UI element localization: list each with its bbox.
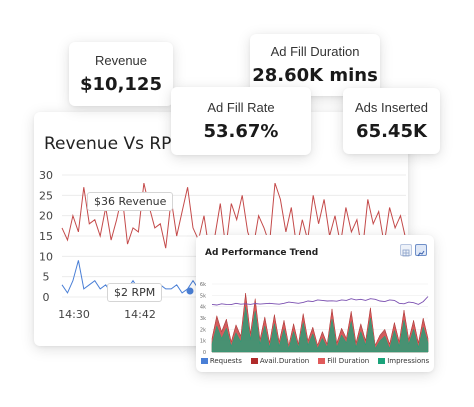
ad-fill-duration-kpi-label: Ad Fill Duration (270, 44, 360, 59)
legend-item[interactable]: Impressions (378, 357, 429, 365)
y-tick-label: 15 (39, 230, 53, 243)
ad-fill-duration-kpi-card: Ad Fill Duration 28.60K mins (250, 34, 380, 96)
y-tick-label: 20 (39, 210, 53, 223)
legend-label: Impressions (387, 357, 430, 365)
revenue-tooltip-label: Revenue (118, 195, 167, 208)
table-icon (402, 249, 410, 257)
legend-item[interactable]: Avail.Duration (250, 357, 310, 365)
chart-title: Revenue Vs RPM (44, 134, 187, 154)
ad-fill-rate-kpi-card: Ad Fill Rate 53.67% (171, 87, 311, 155)
trend-y-tick-label: 4k (200, 305, 206, 311)
trend-y-tick-label: 3k (200, 316, 206, 322)
trend-y-tick-label: 6k (200, 282, 206, 288)
ad-performance-chart: 6k 5k 4k 3k 2k 1k 0 (200, 282, 429, 356)
legend-swatch (378, 358, 386, 364)
ads-inserted-kpi-card: Ads Inserted 65.45K (343, 88, 440, 154)
line-chart-icon (417, 250, 425, 257)
trend-y-tick-label: 0 (203, 350, 206, 356)
rpm-tooltip-value: $2 (114, 286, 128, 299)
legend-swatch (318, 358, 326, 364)
x-tick-label: 14:42 (124, 308, 156, 321)
chart-view-button[interactable] (415, 244, 427, 257)
ad-performance-trend-card: Ad Performance Trend 6k 5k 4k 3k 2k 1k 0 Reque… (196, 235, 434, 372)
trend-y-tick-label: 1k (200, 339, 206, 345)
requests-line (211, 296, 429, 306)
legend-item[interactable]: Fill Duration (318, 357, 369, 365)
trend-y-tick-label: 2k (200, 327, 206, 333)
revenue-kpi-label: Revenue (94, 53, 148, 68)
trend-y-tick-label: 5k (200, 293, 206, 299)
trend-chart-title: Ad Performance Trend (205, 248, 319, 258)
revenue-kpi-card: Revenue $10,125 (69, 42, 173, 106)
y-tick-label: 10 (39, 250, 53, 263)
impressions-area (211, 306, 429, 353)
revenue-tooltip: $36 Revenue (87, 192, 174, 211)
revenue-kpi-value: $10,125 (80, 74, 162, 95)
rpm-tooltip: $2 RPM (107, 283, 163, 302)
legend-label: Avail.Duration (259, 357, 310, 365)
x-tick-label: 14:30 (58, 308, 90, 321)
ad-fill-rate-kpi-value: 53.67% (203, 121, 279, 142)
ad-fill-duration-kpi-value: 28.60K mins (252, 65, 378, 86)
y-tick-label: 25 (39, 189, 53, 202)
legend-label: Requests (209, 357, 242, 365)
rpm-marker (186, 287, 194, 295)
rpm-tooltip-label: RPM (131, 286, 156, 299)
y-tick-label: 30 (39, 169, 53, 182)
legend-label: Fill Duration (327, 357, 370, 365)
legend-swatch (250, 358, 258, 364)
table-view-button[interactable] (400, 244, 412, 257)
ads-inserted-kpi-value: 65.45K (356, 121, 427, 142)
y-tick-label: 0 (43, 291, 50, 304)
ads-inserted-kpi-label: Ads Inserted (355, 100, 428, 115)
ad-fill-rate-kpi-label: Ad Fill Rate (207, 100, 275, 115)
trend-legend: Requests Avail.Duration Fill Duration Impre… (196, 357, 434, 365)
y-tick-label: 5 (43, 271, 50, 284)
legend-swatch (200, 358, 208, 364)
revenue-tooltip-value: $36 (94, 195, 115, 208)
legend-item[interactable]: Requests (200, 357, 242, 365)
